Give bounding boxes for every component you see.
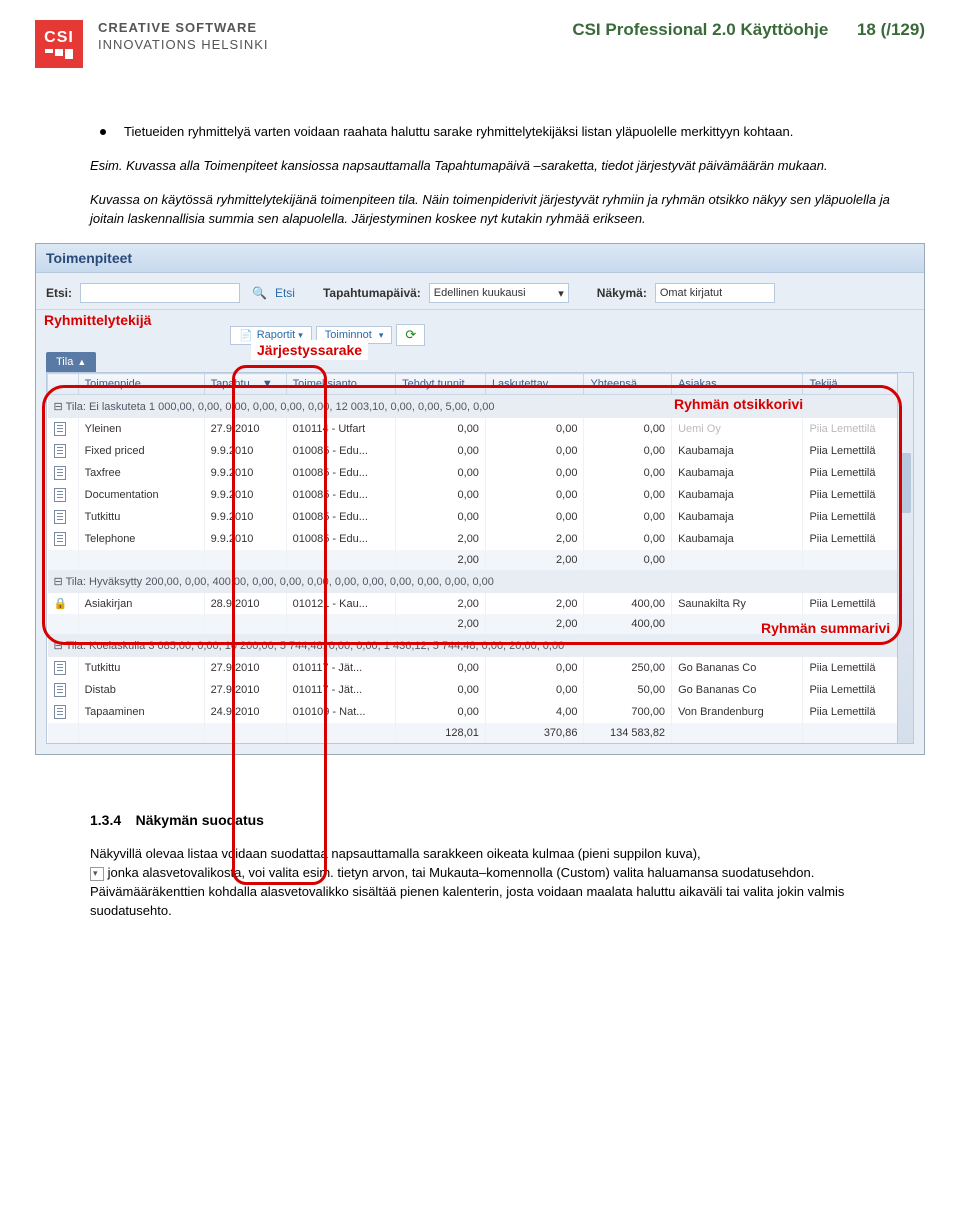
table-row[interactable]: Tutkittu27.9.2010010117 - Jät...0,000,00… <box>48 657 913 679</box>
table-row[interactable]: Telephone9.9.2010010085 - Edu...2,002,00… <box>48 528 913 550</box>
table-row[interactable]: Fixed priced9.9.2010010085 - Edu...0,000… <box>48 440 913 462</box>
data-grid: Toimenpide Tapahtu... ▼ Toimeksianto Teh… <box>47 373 913 743</box>
refresh-icon: ⟳ <box>405 327 416 343</box>
filter-bar: Etsi: 🔍 Etsi Tapahtumapäivä: Edellinen k… <box>36 273 924 310</box>
logo-text: CSI <box>44 29 74 47</box>
doc-icon <box>54 683 66 697</box>
app-screenshot: Toimenpiteet Etsi: 🔍 Etsi Tapahtumapäivä… <box>35 243 925 755</box>
paragraph-1: Esim. Kuvassa alla Toimenpiteet kansioss… <box>90 157 915 176</box>
annotation-grouheader: Ryhmän otsikkorivi <box>674 396 803 412</box>
col-icon[interactable] <box>48 374 79 395</box>
view-value: Omat kirjatut <box>660 287 722 299</box>
table-row[interactable]: Distab27.9.2010010117 - Jät...0,000,0050… <box>48 679 913 701</box>
scroll-thumb[interactable] <box>899 453 911 513</box>
doc-icon <box>54 705 66 719</box>
bottom-text-1: Näkyvillä olevaa listaa voidaan suodatta… <box>90 846 701 861</box>
doc-icon <box>54 422 66 436</box>
doc-icon <box>54 532 66 546</box>
bottom-para: Näkyvillä olevaa listaa voidaan suodatta… <box>90 845 915 920</box>
group-header-row[interactable]: ⊟ Tila: Koelaskulla 3 085,00, 0,00, 10 2… <box>48 634 913 657</box>
col-asiakas[interactable]: Asiakas <box>672 374 803 395</box>
table-row[interactable]: Documentation9.9.2010010085 - Edu...0,00… <box>48 484 913 506</box>
col-tehdyt[interactable]: Tehdyt tunnit <box>396 374 486 395</box>
sum-row: 128,01370,86134 583,82 <box>48 723 913 743</box>
sum-row: 2,002,000,00 <box>48 550 913 570</box>
doc-icon <box>54 444 66 458</box>
search-input[interactable] <box>80 283 240 303</box>
date-label: Tapahtumapäivä: <box>323 286 421 300</box>
page-number: 18 (/129) <box>857 20 925 39</box>
view-label: Näkymä: <box>597 286 647 300</box>
doc-icon <box>54 661 66 675</box>
lock-icon: 🔒 <box>54 598 68 610</box>
group-by-chip[interactable]: Tila▲ <box>46 352 96 372</box>
funnel-icon <box>90 867 104 881</box>
date-select[interactable]: Edellinen kuukausi ▾ <box>429 283 569 303</box>
annotation-groupfield: Ryhmittelytekijä <box>44 312 151 328</box>
col-laskutettava[interactable]: Laskutettav... <box>485 374 584 395</box>
refresh-button[interactable]: ⟳ <box>396 324 425 346</box>
header-row: Toimenpide Tapahtu... ▼ Toimeksianto Teh… <box>48 374 913 395</box>
page-header: CSI CREATIVE SOFTWARE INNOVATIONS HELSIN… <box>35 20 925 68</box>
view-select[interactable]: Omat kirjatut <box>655 283 775 303</box>
col-yhteensa[interactable]: Yhteensä <box>584 374 672 395</box>
bullet-text: Tietueiden ryhmittelyä varten voidaan ra… <box>124 123 793 142</box>
table-row[interactable]: Tapaaminen24.9.2010010109 - Nat...0,004,… <box>48 701 913 723</box>
bottom-text-2: jonka alasvetovalikosta, voi valita esim… <box>90 865 844 918</box>
table-row[interactable]: Tutkittu9.9.2010010085 - Edu...0,000,000… <box>48 506 913 528</box>
date-value: Edellinen kuukausi <box>434 287 526 299</box>
doc-title: CSI Professional 2.0 Käyttöohje <box>572 20 828 39</box>
doc-icon <box>54 466 66 480</box>
bullet-item: Tietueiden ryhmittelyä varten voidaan ra… <box>90 123 915 142</box>
scrollbar[interactable] <box>897 373 913 743</box>
table-row[interactable]: Taxfree9.9.2010010085 - Edu...0,000,000,… <box>48 462 913 484</box>
csi-logo: CSI <box>35 20 83 68</box>
brand-line1: CREATIVE SOFTWARE <box>98 20 269 37</box>
toolbar: 📄 Raportit Toiminnot ⟳ <box>46 324 914 346</box>
table-row[interactable]: Yleinen27.9.2010010114 - Utfart0,000,000… <box>48 418 913 440</box>
annotation-sortcolumn: Järjestyssarake <box>251 340 368 360</box>
search-button[interactable]: Etsi <box>275 286 295 300</box>
section-title: Näkymän suodatus <box>136 812 264 828</box>
doc-icon <box>54 510 66 524</box>
brand-line2: INNOVATIONS HELSINKI <box>98 37 269 54</box>
col-tapahtuma[interactable]: Tapahtu... ▼ <box>204 374 286 395</box>
annotation-sumrow: Ryhmän summarivi <box>761 620 890 636</box>
table-row[interactable]: 🔒Asiakirjan28.9.2010010121 - Kau...2,002… <box>48 593 913 614</box>
brand-name: CREATIVE SOFTWARE INNOVATIONS HELSINKI <box>98 20 269 54</box>
group-header-row[interactable]: ⊟ Tila: Hyväksytty 200,00, 0,00, 400,00,… <box>48 570 913 593</box>
section-number: 1.3.4 <box>90 812 121 828</box>
col-toimeksianto[interactable]: Toimeksianto <box>286 374 395 395</box>
col-toimenpide[interactable]: Toimenpide <box>78 374 204 395</box>
doc-icon <box>54 488 66 502</box>
search-icon[interactable]: 🔍 <box>252 286 267 300</box>
paragraph-2: Kuvassa on käytössä ryhmittelytekijänä t… <box>90 191 915 229</box>
bullet-icon <box>100 129 106 135</box>
section-heading: 1.3.4 Näkymän suodatus <box>90 810 915 831</box>
group-by-label: Tila <box>56 356 73 368</box>
panel-title: Toimenpiteet <box>36 244 924 273</box>
search-label: Etsi: <box>46 286 72 300</box>
